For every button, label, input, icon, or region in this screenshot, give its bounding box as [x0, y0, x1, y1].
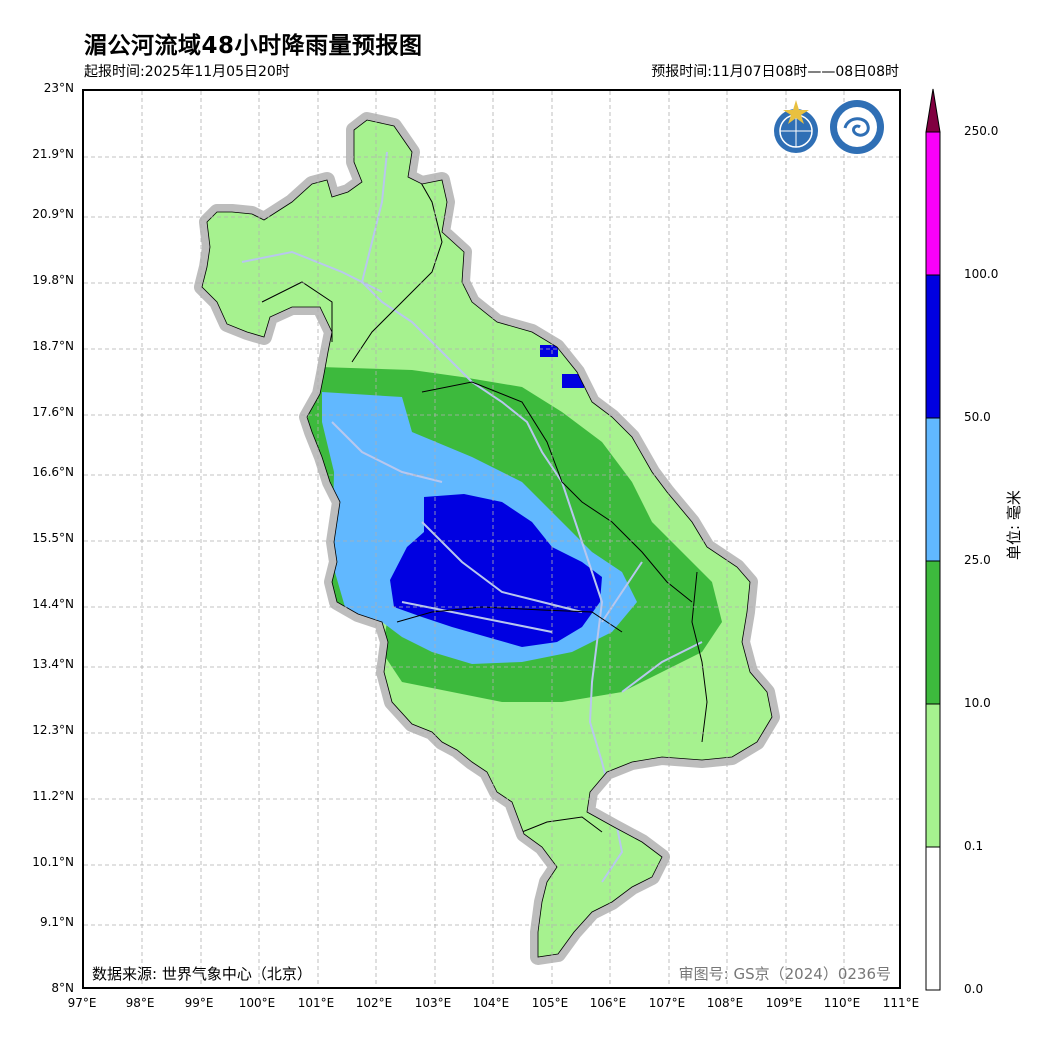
colorbar-level-label: 50.0: [964, 410, 991, 424]
map-title: 湄公河流域48小时降雨量预报图: [84, 33, 423, 59]
longitude-label: 108°E: [706, 996, 744, 1010]
longitude-label: 107°E: [648, 996, 686, 1010]
latitude-label: 14.4°N: [32, 597, 74, 611]
issue-time: 起报时间:2025年11月05日20时: [84, 64, 290, 80]
latitude-label: 20.9°N: [32, 207, 74, 221]
colorbar-unit: 单位: 毫米: [1005, 490, 1023, 560]
border-line: [691, 571, 708, 743]
latitude-label: 16.6°N: [32, 465, 74, 479]
longitude-label: 109°E: [765, 996, 803, 1010]
longitude-label: 102°E: [355, 996, 393, 1010]
longitude-label: 99°E: [184, 996, 214, 1010]
colorbar-level-label: 250.0: [964, 124, 999, 138]
colorbar-extend-arrow: [925, 88, 941, 133]
cma-logo-icon: [830, 100, 884, 154]
rain-zone-blue: [540, 345, 558, 357]
rain-zone-blue: [390, 494, 602, 647]
colorbar-level-label: 25.0: [964, 553, 991, 567]
longitude-label: 97°E: [67, 996, 97, 1010]
longitude-label: 105°E: [531, 996, 569, 1010]
border-line: [421, 381, 693, 603]
latitude-label: 9.1°N: [39, 915, 74, 929]
colorbar-level-label: 10.0: [964, 696, 991, 710]
longitude-label: 110°E: [823, 996, 861, 1010]
latitude-label: 11.2°N: [32, 789, 74, 803]
map-frame[interactable]: [82, 89, 901, 989]
colorbar-segment: [925, 846, 941, 991]
longitude-label: 98°E: [125, 996, 155, 1010]
colorbar-level-label: 0.1: [964, 839, 984, 853]
colorbar-segment: [925, 560, 941, 705]
latitude-label: 12.3°N: [32, 723, 74, 737]
longitude-label: 100°E: [238, 996, 276, 1010]
border-line: [396, 606, 623, 633]
colorbar: [925, 88, 941, 991]
longitude-label: 103°E: [414, 996, 452, 1010]
latitude-label: 10.1°N: [32, 855, 74, 869]
border-line: [521, 816, 603, 833]
longitude-label: 106°E: [589, 996, 627, 1010]
river: [331, 421, 443, 483]
wmo-logo-icon: [774, 100, 818, 153]
border-line: [261, 281, 333, 342]
latitude-label: 13.4°N: [32, 657, 74, 671]
approval-number: 审图号: GS京（2024）0236号: [678, 965, 891, 983]
latitude-label: 23°N: [43, 81, 74, 95]
latitude-label: 17.6°N: [32, 405, 74, 419]
longitude-label: 101°E: [297, 996, 335, 1010]
river: [421, 521, 583, 613]
latitude-label: 8°N: [51, 981, 74, 995]
river: [601, 561, 643, 623]
colorbar-segment: [925, 703, 941, 848]
data-source: 数据来源: 世界气象中心（北京）: [92, 965, 312, 983]
latitude-label: 15.5°N: [32, 531, 74, 545]
colorbar-segment: [925, 274, 941, 419]
colorbar-level-label: 0.0: [964, 982, 984, 996]
river: [241, 250, 383, 293]
latitude-label: 18.7°N: [32, 339, 74, 353]
river: [621, 641, 703, 693]
forecast-time: 预报时间:11月07日08时——08日08时: [651, 64, 899, 80]
latitude-label: 21.9°N: [32, 147, 74, 161]
latitude-label: 19.8°N: [32, 273, 74, 287]
colorbar-segment: [925, 417, 941, 562]
rain-zone-blue: [562, 374, 584, 388]
border-line: [351, 166, 443, 363]
colorbar-segment: [925, 131, 941, 276]
longitude-label: 111°E: [882, 996, 920, 1010]
longitude-label: 104°E: [472, 996, 510, 1010]
colorbar-level-label: 100.0: [964, 267, 999, 281]
